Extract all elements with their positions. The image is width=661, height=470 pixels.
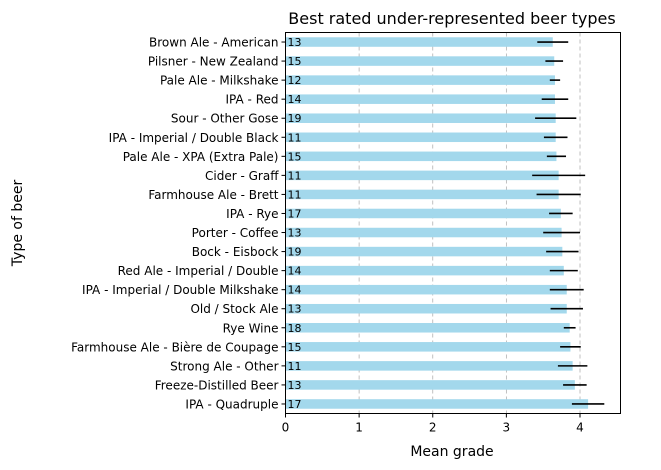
plot-frame: [285, 32, 621, 414]
grid: [358, 32, 581, 414]
count-label: 11: [288, 169, 302, 182]
count-label: 19: [288, 246, 302, 259]
count-label: 12: [288, 74, 302, 87]
count-label: 17: [288, 398, 302, 411]
count-label: 18: [288, 322, 302, 335]
y-axis-label: Type of beer: [10, 180, 26, 268]
x-tick-label: 3: [503, 421, 511, 435]
count-label: 11: [288, 131, 302, 144]
y-tick-label: IPA - Quadruple: [185, 397, 278, 411]
count-labels: 13 15 12 14 19 11 15 11 11 17 13 19 14 14 13 18 15 11 13 17: [288, 36, 302, 411]
chart-title: Best rated under-represented beer types: [288, 9, 615, 28]
y-tick-label: Sour - Other Gose: [171, 112, 279, 126]
y-tick-label: Cider - Graff: [205, 169, 279, 183]
bar: [285, 380, 575, 390]
x-tick-label: 0: [282, 421, 290, 435]
count-label: 15: [288, 341, 302, 354]
y-tick-label: Freeze-Distilled Beer: [155, 378, 279, 392]
x-tick-label: 4: [576, 421, 584, 435]
bar: [285, 151, 557, 162]
y-tick-label: Farmhouse Ale - Brett: [148, 188, 278, 202]
bar: [285, 303, 567, 314]
y-tick-label: Old / Stock Ale: [190, 302, 278, 316]
bar: [285, 113, 556, 123]
y-tick-label: Rye Wine: [223, 321, 279, 335]
count-label: 14: [288, 93, 302, 106]
y-tick-label: Pale Ale - XPA (Extra Pale): [123, 150, 279, 164]
y-tick-label: IPA - Imperial / Double Black: [109, 131, 279, 145]
x-axis-label: Mean grade: [410, 444, 493, 460]
bar: [285, 246, 563, 257]
error-bars: [532, 41, 605, 405]
count-label: 13: [288, 379, 302, 392]
y-tick-label: Pilsner - New Zealand: [148, 55, 279, 69]
y-tick-label: Farmhouse Ale - Bière de Coupage: [71, 340, 278, 354]
count-label: 19: [288, 112, 302, 125]
y-tick-label: Brown Ale - American: [149, 36, 278, 50]
count-label: 15: [288, 150, 302, 163]
bar: [285, 75, 555, 85]
y-tick-label: Strong Ale - Other: [170, 359, 278, 373]
count-label: 13: [288, 227, 302, 240]
count-label: 14: [288, 265, 302, 278]
bar: [285, 170, 559, 181]
y-tick-label: Red Ale - Imperial / Double: [118, 264, 279, 278]
bar: [285, 189, 559, 200]
bar: [285, 208, 561, 219]
bar: [285, 265, 564, 276]
count-label: 15: [288, 55, 302, 68]
count-label: 11: [288, 188, 302, 201]
x-tick-label: 2: [429, 421, 437, 435]
y-tick-label: IPA - Red: [226, 93, 279, 107]
count-label: 11: [288, 360, 302, 373]
x-tick-label: 1: [355, 421, 363, 435]
bar: [285, 361, 573, 371]
bar: [285, 227, 562, 238]
x-ticks: 0 1 2 3 4: [282, 413, 584, 435]
bar: [285, 323, 570, 333]
y-tick-label: IPA - Imperial / Double Milkshake: [82, 283, 278, 297]
y-tick-label: Porter - Coffee: [192, 226, 279, 240]
bar: [285, 399, 589, 409]
bar: [285, 56, 555, 66]
y-tick-label: Bock - Eisbock: [192, 245, 279, 259]
count-label: 13: [288, 36, 302, 49]
count-label: 17: [288, 207, 302, 220]
bar: [285, 284, 567, 295]
bar: [285, 132, 556, 143]
bars: [285, 37, 589, 409]
count-label: 14: [288, 284, 302, 297]
y-ticks: Brown Ale - American Pilsner - New Zealan…: [71, 36, 286, 411]
count-label: 13: [288, 303, 302, 316]
y-tick-label: Pale Ale - Milkshake: [160, 74, 279, 88]
bar: [285, 37, 553, 47]
bar: [285, 342, 571, 352]
bar: [285, 94, 555, 104]
y-tick-label: IPA - Rye: [226, 207, 278, 221]
